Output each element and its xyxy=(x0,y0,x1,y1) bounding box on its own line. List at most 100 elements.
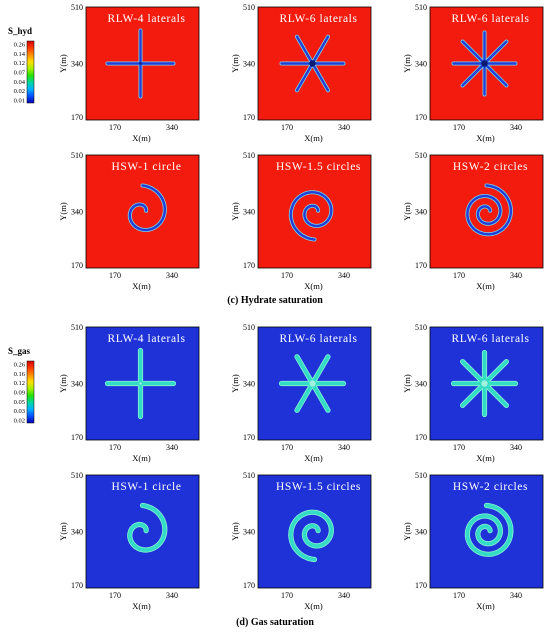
y-tick-label: 340 xyxy=(243,208,255,217)
y-tick-label: 510 xyxy=(415,323,427,332)
y-axis-label: Y(m) xyxy=(230,202,240,221)
x-axis-label: X(m) xyxy=(132,133,151,143)
y-tick-label: 340 xyxy=(415,380,427,389)
plot-gas-1-1: HSW-1.5 circles 510 340 170 Y(m) 170 340 X(m) xyxy=(230,471,372,611)
plot-frame xyxy=(429,474,544,589)
plot-title: RLW-6 laterals xyxy=(451,13,529,25)
x-tick-label: 340 xyxy=(510,443,522,452)
plot-background xyxy=(86,475,199,588)
x-tick-label: 340 xyxy=(166,443,178,452)
plot-title: HSW-1.5 circles xyxy=(276,481,361,493)
plot-background xyxy=(258,155,371,268)
well-trajectory xyxy=(128,503,167,552)
y-axis-label: Y(m) xyxy=(58,522,68,541)
colorbar-tick-label: 0.01 xyxy=(14,98,25,105)
x-axis-label: X(m) xyxy=(476,453,495,463)
x-tick-label: 340 xyxy=(338,271,350,280)
x-axis-label: X(m) xyxy=(476,281,495,291)
plot-title: RLW-6 laterals xyxy=(451,333,529,345)
y-tick-label: 170 xyxy=(415,113,427,122)
plot-background xyxy=(430,155,543,268)
colorbar-tick-label: 0.26 xyxy=(14,42,26,49)
y-tick-label: 340 xyxy=(243,380,255,389)
x-axis-label: X(m) xyxy=(304,601,323,611)
y-tick-label: 170 xyxy=(243,113,255,122)
colorbar-tick-label: 0.12 xyxy=(14,60,25,67)
plot-frame xyxy=(429,326,544,441)
y-tick-label: 170 xyxy=(415,261,427,270)
colorbar-tick-label: 0.26 xyxy=(14,362,26,369)
colorbar-scale xyxy=(26,40,35,104)
y-tick-label: 510 xyxy=(71,151,83,160)
plot-gas-0-2: RLW-6 laterals 510 340 170 Y(m) 170 340 X(m) xyxy=(402,323,544,463)
plot-gas-0-1: RLW-6 laterals 510 340 170 Y(m) 170 340 X(m) xyxy=(230,323,372,463)
plot-title: HSW-1 circle xyxy=(111,481,181,493)
y-tick-label: 340 xyxy=(71,528,83,537)
x-tick-label: 170 xyxy=(281,591,293,600)
x-tick-label: 340 xyxy=(166,123,178,132)
x-tick-label: 170 xyxy=(109,271,121,280)
well-trajectory xyxy=(128,184,166,232)
plot-background xyxy=(86,155,199,268)
plot-background xyxy=(258,475,371,588)
x-tick-label: 340 xyxy=(338,591,350,600)
y-tick-label: 510 xyxy=(415,151,427,160)
y-tick-label: 510 xyxy=(71,3,83,12)
panel-caption: (d) Gas saturation xyxy=(236,617,314,628)
plot-frame xyxy=(257,326,372,441)
well-trajectory xyxy=(289,191,333,241)
colorbar-tick-label: 0.12 xyxy=(14,380,25,387)
x-tick-label: 170 xyxy=(281,123,293,132)
well-center xyxy=(309,380,316,387)
colorbar-hydrate: S_hyd 0.26 0.14 0.12 0.07 0.04 0.02 0.01 xyxy=(8,26,35,105)
y-tick-label: 340 xyxy=(71,60,83,69)
x-tick-label: 340 xyxy=(166,591,178,600)
x-tick-label: 340 xyxy=(510,591,522,600)
plot-gas-1-0: HSW-1 circle 510 340 170 Y(m) 170 340 X(m) xyxy=(58,471,200,611)
plot-frame xyxy=(429,154,544,269)
x-axis-label: X(m) xyxy=(304,133,323,143)
panel-hydrate: S_hyd 0.26 0.14 0.12 0.07 0.04 0.02 0.01 RLW-4 l… xyxy=(8,3,544,306)
y-axis-label: Y(m) xyxy=(58,54,68,73)
x-tick-label: 170 xyxy=(109,123,121,132)
colorbar-tick-label: 0.05 xyxy=(14,399,25,406)
well-trajectory xyxy=(465,503,513,557)
x-tick-label: 340 xyxy=(510,271,522,280)
plot-title: HSW-2 circles xyxy=(453,481,528,493)
x-axis-label: X(m) xyxy=(304,281,323,291)
plot-hydrate-0-2: RLW-6 laterals 510 340 170 Y(m) 170 340 X(m) xyxy=(402,3,544,143)
x-tick-label: 170 xyxy=(453,591,465,600)
plot-title: RLW-6 laterals xyxy=(279,13,357,25)
plot-hydrate-0-0: RLW-4 laterals 510 340 170 Y(m) 170 340 X(m) xyxy=(58,3,200,143)
y-tick-label: 340 xyxy=(415,208,427,217)
y-tick-label: 340 xyxy=(243,528,255,537)
y-tick-label: 340 xyxy=(243,60,255,69)
plot-gas-0-0: RLW-4 laterals 510 340 170 Y(m) 170 340 X(m) xyxy=(58,323,200,463)
well-center xyxy=(309,60,316,67)
colorbar-tick-label: 0.02 xyxy=(14,418,25,425)
well-center xyxy=(481,380,488,387)
y-axis-label: Y(m) xyxy=(58,202,68,221)
y-tick-label: 170 xyxy=(71,433,83,442)
plot-title: RLW-6 laterals xyxy=(279,333,357,345)
plot-frame xyxy=(85,474,200,589)
x-tick-label: 340 xyxy=(338,123,350,132)
plot-gas-1-2: HSW-2 circles 510 340 170 Y(m) 170 340 X(m) xyxy=(402,471,544,611)
plot-frame xyxy=(257,154,372,269)
x-axis-label: X(m) xyxy=(476,601,495,611)
y-tick-label: 170 xyxy=(243,433,255,442)
y-tick-label: 510 xyxy=(71,323,83,332)
x-tick-label: 340 xyxy=(338,443,350,452)
well-center xyxy=(139,382,142,385)
plot-title: HSW-1 circle xyxy=(111,161,181,173)
plot-hydrate-1-0: HSW-1 circle 510 340 170 Y(m) 170 340 X(m) xyxy=(58,151,200,291)
plot-hydrate-1-2: HSW-2 circles 510 340 170 Y(m) 170 340 X(m) xyxy=(402,151,544,291)
colorbar-title: S_gas xyxy=(8,346,31,356)
x-tick-label: 170 xyxy=(109,443,121,452)
y-tick-label: 510 xyxy=(243,3,255,12)
y-tick-label: 170 xyxy=(415,581,427,590)
y-tick-label: 510 xyxy=(243,471,255,480)
colorbar-tick-label: 0.04 xyxy=(14,79,26,86)
plot-frame xyxy=(257,6,372,121)
